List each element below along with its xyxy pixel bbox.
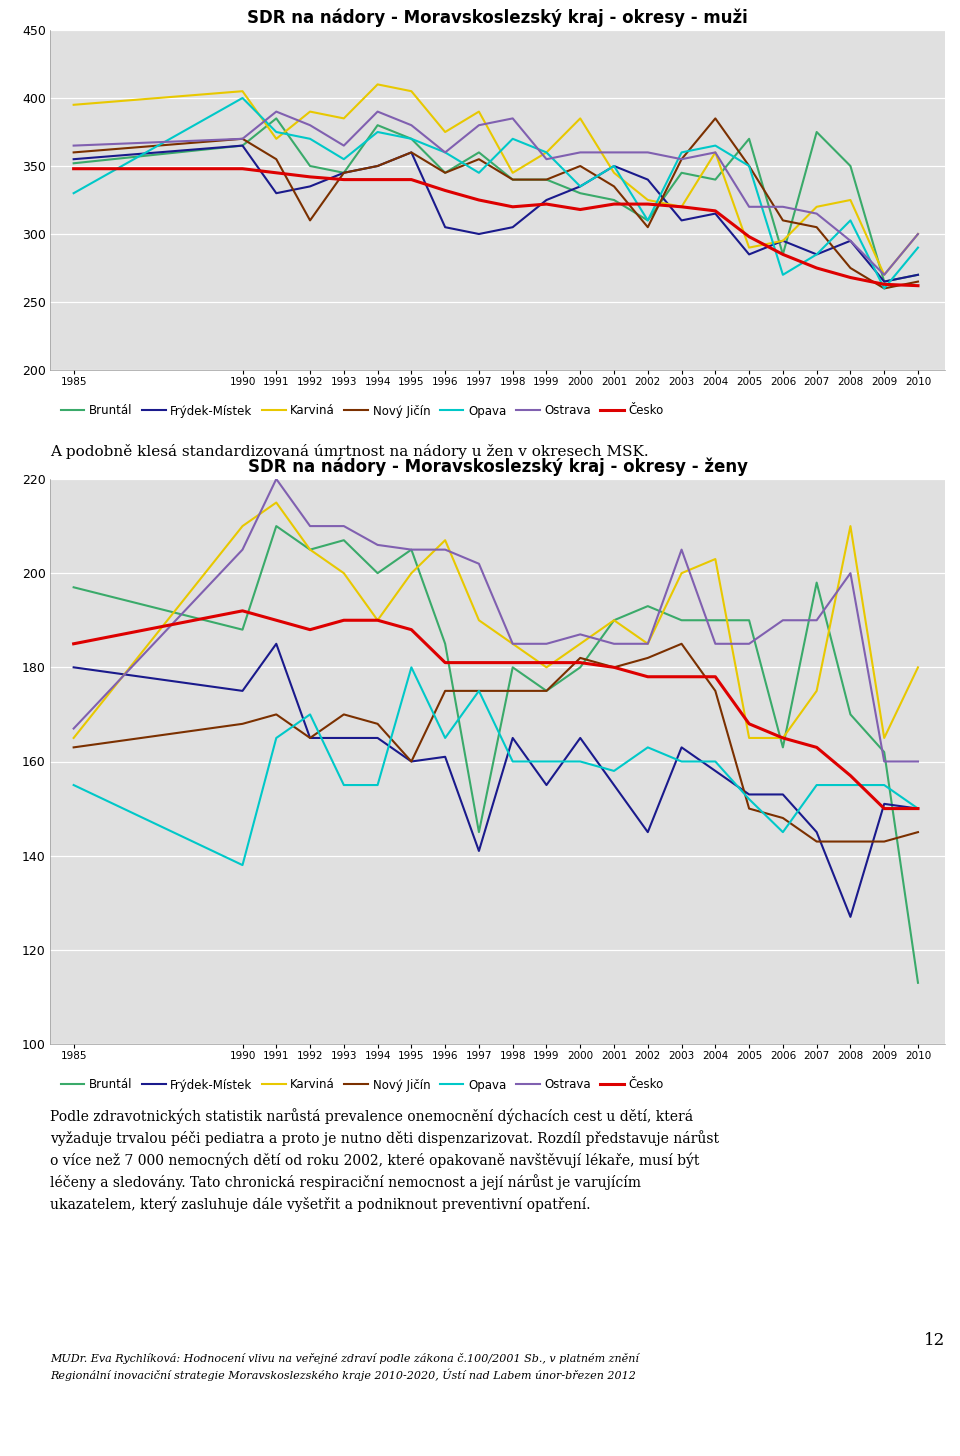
Legend: Bruntál, Frýdek-Místek, Karviná, Nový Jičín, Opava, Ostrava, Česko: Bruntál, Frýdek-Místek, Karviná, Nový Ji… — [56, 400, 668, 422]
Title: SDR na nádory - Moravskoslezský kraj - okresy - ženy: SDR na nádory - Moravskoslezský kraj - o… — [248, 457, 748, 476]
Title: SDR na nádory - Moravskoslezský kraj - okresy - muži: SDR na nádory - Moravskoslezský kraj - o… — [247, 9, 748, 28]
Text: MUDr. Eva Rychlíková: Hodnocení vlivu na veřejné zdraví podle zákona č.100/2001 : MUDr. Eva Rychlíková: Hodnocení vlivu na… — [50, 1353, 638, 1380]
Text: A podobně klesá standardizovaná úmrtnost na nádory u žen v okresech MSK.: A podobně klesá standardizovaná úmrtnost… — [50, 444, 649, 459]
Text: 12: 12 — [924, 1332, 945, 1350]
Text: Podle zdravotnických statistik narůstá prevalence onemocnění dýchacích cest u dě: Podle zdravotnických statistik narůstá p… — [50, 1108, 719, 1211]
Legend: Bruntál, Frýdek-Místek, Karviná, Nový Jičín, Opava, Ostrava, Česko: Bruntál, Frýdek-Místek, Karviná, Nový Ji… — [56, 1073, 668, 1096]
